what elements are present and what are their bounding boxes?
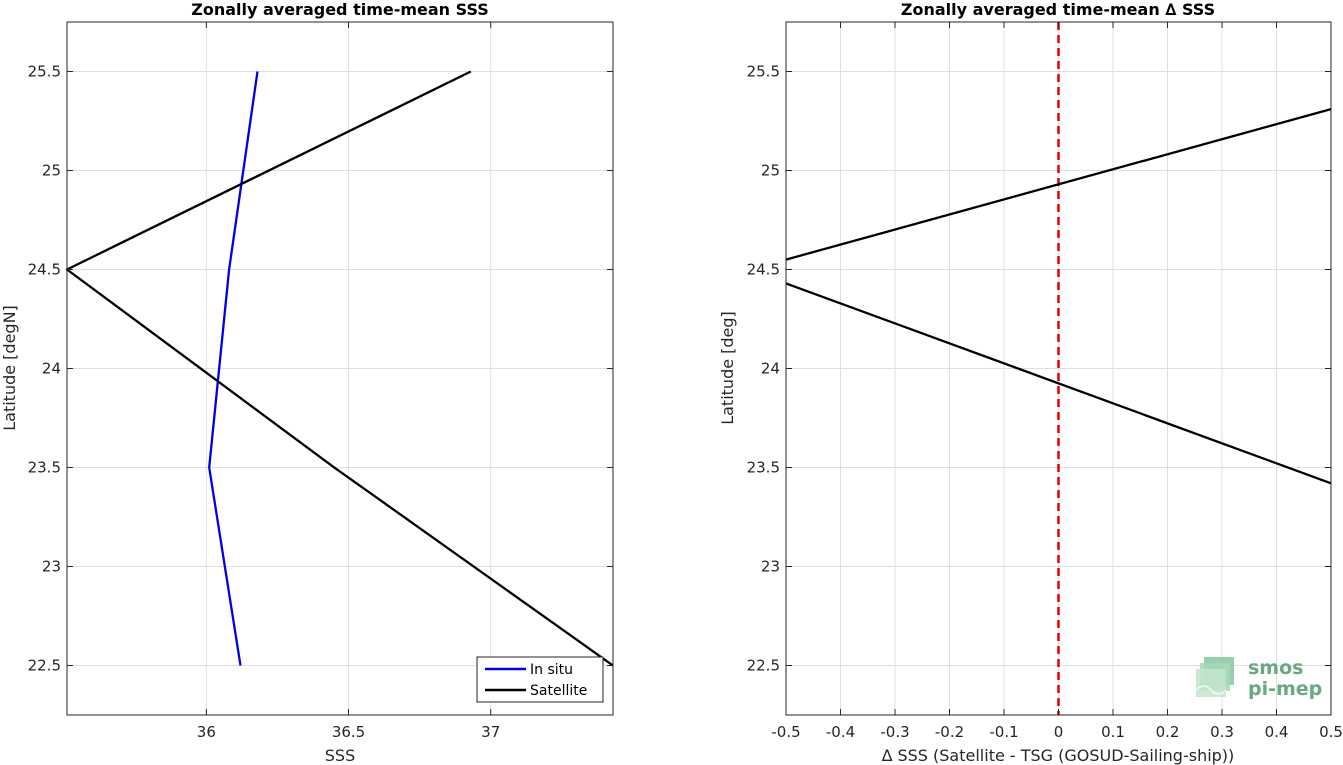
x-axis-label-right: ∆ SSS (Satellite - TSG (GOSUD-Sailing-sh… (881, 746, 1235, 765)
series-line-1 (785, 107, 1332, 261)
y-tick-label: 24 (42, 360, 61, 378)
x-tick-label: -0.2 (935, 723, 964, 741)
x-tick-label: 36 (197, 723, 216, 741)
y-tick-label: 23.5 (747, 459, 780, 477)
x-tick-label: 0.1 (1101, 723, 1125, 741)
x-tick-label: 0.5 (1319, 723, 1343, 741)
y-tick-label: 25.5 (28, 63, 61, 81)
logo-text-smos: smos (1248, 657, 1303, 679)
ticks-left: 36 36.5 37 22.5 23 23.5 24 24.5 25 25.5 (28, 22, 613, 741)
right-panel: -0.5 -0.4 -0.3 -0.2 -0.1 0 0.1 0.2 0.3 0.4 0.5 22.5… (718, 0, 1343, 765)
x-tick-label: 0.3 (1210, 723, 1234, 741)
y-tick-label: 22.5 (28, 657, 61, 675)
y-tick-label: 22.5 (747, 657, 780, 675)
y-tick-label: 24.5 (747, 261, 780, 279)
y-tick-label: 23 (761, 558, 780, 576)
x-tick-label: 37 (481, 723, 500, 741)
x-tick-label: 0 (1054, 723, 1064, 741)
y-tick-label: 23 (42, 558, 61, 576)
chart-title-right: Zonally averaged time-mean ∆ SSS (901, 0, 1215, 19)
chart-title-left: Zonally averaged time-mean SSS (191, 0, 489, 19)
series-group-right (785, 22, 1332, 715)
x-tick-label: -0.5 (771, 723, 800, 741)
y-tick-label: 24.5 (28, 261, 61, 279)
x-axis-label-left: SSS (325, 746, 355, 765)
x-tick-label: 0.4 (1265, 723, 1289, 741)
logo-text-pi-mep: pi-mep (1248, 678, 1322, 700)
y-tick-label: 25 (761, 162, 780, 180)
series-line-satellite (65, 70, 614, 667)
legend-box (476, 656, 604, 703)
x-tick-label: -0.3 (880, 723, 909, 741)
legend-label-in-situ: In situ (530, 662, 573, 678)
x-tick-label: 0.2 (1156, 723, 1180, 741)
ticks-right: -0.5 -0.4 -0.3 -0.2 -0.1 0 0.1 0.2 0.3 0.4 0.5 22.5… (747, 22, 1343, 741)
grid-left (67, 22, 613, 715)
series-line-in-situ (208, 71, 259, 666)
smos-pi-mep-logo: smos pi-mep (1195, 657, 1322, 700)
legend-label-satellite: Satellite (530, 683, 587, 699)
y-tick-label: 24 (761, 360, 780, 378)
logo-waves-icon (1195, 657, 1234, 697)
series-line-2 (785, 282, 1332, 485)
series-group-left (65, 70, 614, 667)
left-panel: 36 36.5 37 22.5 23 23.5 24 24.5 25 25.5 Zonally a… (0, 0, 614, 765)
legend: In situ Satellite (476, 656, 604, 703)
y-axis-label-right: Latitude [deg] (718, 311, 737, 425)
y-tick-label: 23.5 (28, 459, 61, 477)
x-tick-label: -0.4 (826, 723, 855, 741)
y-tick-label: 25 (42, 162, 61, 180)
y-axis-label-left: Latitude [degN] (0, 305, 19, 431)
y-tick-label: 25.5 (747, 63, 780, 81)
x-tick-label: 36.5 (332, 723, 365, 741)
x-tick-label: -0.1 (989, 723, 1018, 741)
